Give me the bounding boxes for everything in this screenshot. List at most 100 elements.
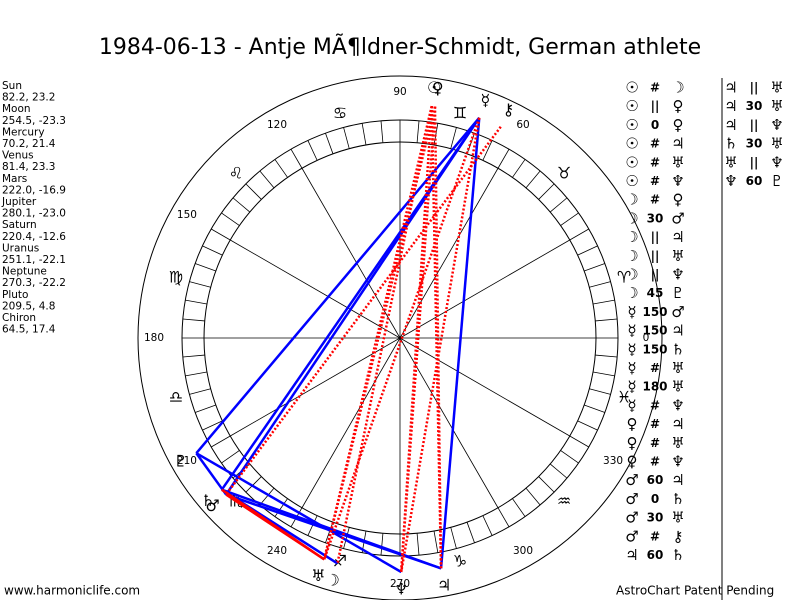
ring-tick xyxy=(307,515,318,536)
ring-tick xyxy=(221,212,240,226)
aspect-planet: ♂ xyxy=(625,527,638,545)
planet-position: 82.2, 23.2 xyxy=(2,92,55,104)
aspect-planet: ♆ xyxy=(724,172,737,190)
aspect-planet: ♄ xyxy=(671,340,684,358)
aspect-symbol: 60 xyxy=(647,473,664,487)
ring-tick xyxy=(538,183,555,200)
ring-tick xyxy=(380,120,384,143)
ring-tick xyxy=(560,212,579,226)
planet-position: 209.5, 4.8 xyxy=(2,300,55,312)
ring-tick xyxy=(512,159,526,178)
outer-circle xyxy=(137,75,663,600)
aspect-line xyxy=(221,488,325,561)
ring-tick xyxy=(549,463,568,479)
ring-tick xyxy=(195,404,216,413)
aspect-planet: ♂ xyxy=(625,509,638,527)
aspect-symbol: 0 xyxy=(651,492,659,506)
aspect-planet: ☿ xyxy=(627,322,636,340)
degree-label: 60 xyxy=(516,119,529,131)
aspect-planet: ♂ xyxy=(625,471,638,489)
aspect-symbol: # xyxy=(650,155,660,169)
aspect-planet: ☉ xyxy=(625,135,638,153)
aspect-planet: ☉ xyxy=(625,153,638,171)
aspect-planet: ♀ xyxy=(627,453,638,471)
planet-position: 222.0, -16.9 xyxy=(2,184,66,196)
degree-label: 270 xyxy=(390,578,410,590)
aspect-planet: ☿ xyxy=(627,303,636,321)
aspect-symbol: || xyxy=(750,155,759,169)
planet-glyph: ♂ xyxy=(206,496,220,515)
aspect-planet: ♄ xyxy=(671,490,684,508)
aspect-planet: ♅ xyxy=(770,97,783,115)
ring-tick xyxy=(211,435,231,448)
aspect-symbol: 0 xyxy=(651,118,659,132)
aspect-planet: ♃ xyxy=(724,116,737,134)
degree-label: 240 xyxy=(267,545,287,557)
degree-label: 120 xyxy=(267,119,287,131)
aspect-symbol: || xyxy=(651,99,660,113)
zodiac-sign: ♍ xyxy=(169,267,183,286)
ring-tick xyxy=(482,515,493,536)
planet-glyph: ♄ xyxy=(201,491,215,510)
house-line xyxy=(230,337,401,437)
ring-tick xyxy=(595,318,618,322)
planet-position: 270.3, -22.2 xyxy=(2,277,66,289)
aspect-planet: ♅ xyxy=(770,79,783,97)
ring-tick xyxy=(577,245,598,256)
aspect-symbol: # xyxy=(650,417,660,431)
planet-name: Chiron xyxy=(2,312,36,324)
aspect-planet: ♃ xyxy=(671,471,684,489)
zodiac-sign: ♒ xyxy=(557,492,571,511)
aspect-symbol: || xyxy=(750,81,759,95)
planet-name: Neptune xyxy=(2,266,47,278)
aspect-planet: ♂ xyxy=(625,490,638,508)
aspect-line xyxy=(195,117,481,455)
ring-tick xyxy=(525,170,541,189)
aspect-planet: ♃ xyxy=(671,415,684,433)
planet-name: Pluto xyxy=(2,289,28,301)
aspect-symbol: # xyxy=(650,398,660,412)
aspect-symbol: || xyxy=(651,268,660,282)
ring-tick xyxy=(185,371,208,377)
ring-tick xyxy=(189,281,211,288)
ring-tick xyxy=(380,533,384,556)
ring-tick xyxy=(466,522,475,543)
ring-tick xyxy=(290,149,303,169)
planet-glyph: ☉ xyxy=(427,78,441,97)
aspect-planet: ♆ xyxy=(671,396,684,414)
aspect-planet: ☽ xyxy=(625,284,638,302)
ring-tick xyxy=(274,498,288,517)
house-line xyxy=(230,239,401,339)
aspect-planet: ♆ xyxy=(671,172,684,190)
aspect-line xyxy=(195,452,402,574)
ring-tick xyxy=(189,388,211,395)
aspect-line xyxy=(399,117,481,573)
ring-tick xyxy=(589,388,611,395)
ring-tick xyxy=(182,318,205,322)
aspect-symbol: 60 xyxy=(647,548,664,562)
aspect-planet: ♀ xyxy=(673,116,684,134)
planet-name: Mars xyxy=(2,173,27,185)
ring-tick xyxy=(211,228,231,241)
ring-tick xyxy=(433,123,439,146)
ring-tick xyxy=(592,371,615,377)
aspect-planet: ☽ xyxy=(625,247,638,265)
zodiac-sign: ♐ xyxy=(333,552,347,571)
aspect-symbol: || xyxy=(651,249,660,263)
degree-label: 90 xyxy=(393,86,406,98)
planet-name: Saturn xyxy=(2,219,37,231)
aspect-planet: ♃ xyxy=(625,546,638,564)
ring-tick xyxy=(202,245,223,256)
planet-name: Jupiter xyxy=(1,196,37,208)
ring-tick xyxy=(232,197,251,213)
aspect-planet: ♅ xyxy=(671,359,684,377)
ring-tick xyxy=(221,450,240,464)
ring-tick xyxy=(549,197,568,213)
aspect-symbol: 150 xyxy=(642,324,667,338)
aspect-symbol: # xyxy=(650,529,660,543)
aspect-planet: ♄ xyxy=(724,135,737,153)
zodiac-sign: ♓ xyxy=(617,388,631,407)
ring-tick xyxy=(482,140,493,161)
planet-position: 81.4, 23.3 xyxy=(2,161,55,173)
ring-tick xyxy=(589,281,611,288)
